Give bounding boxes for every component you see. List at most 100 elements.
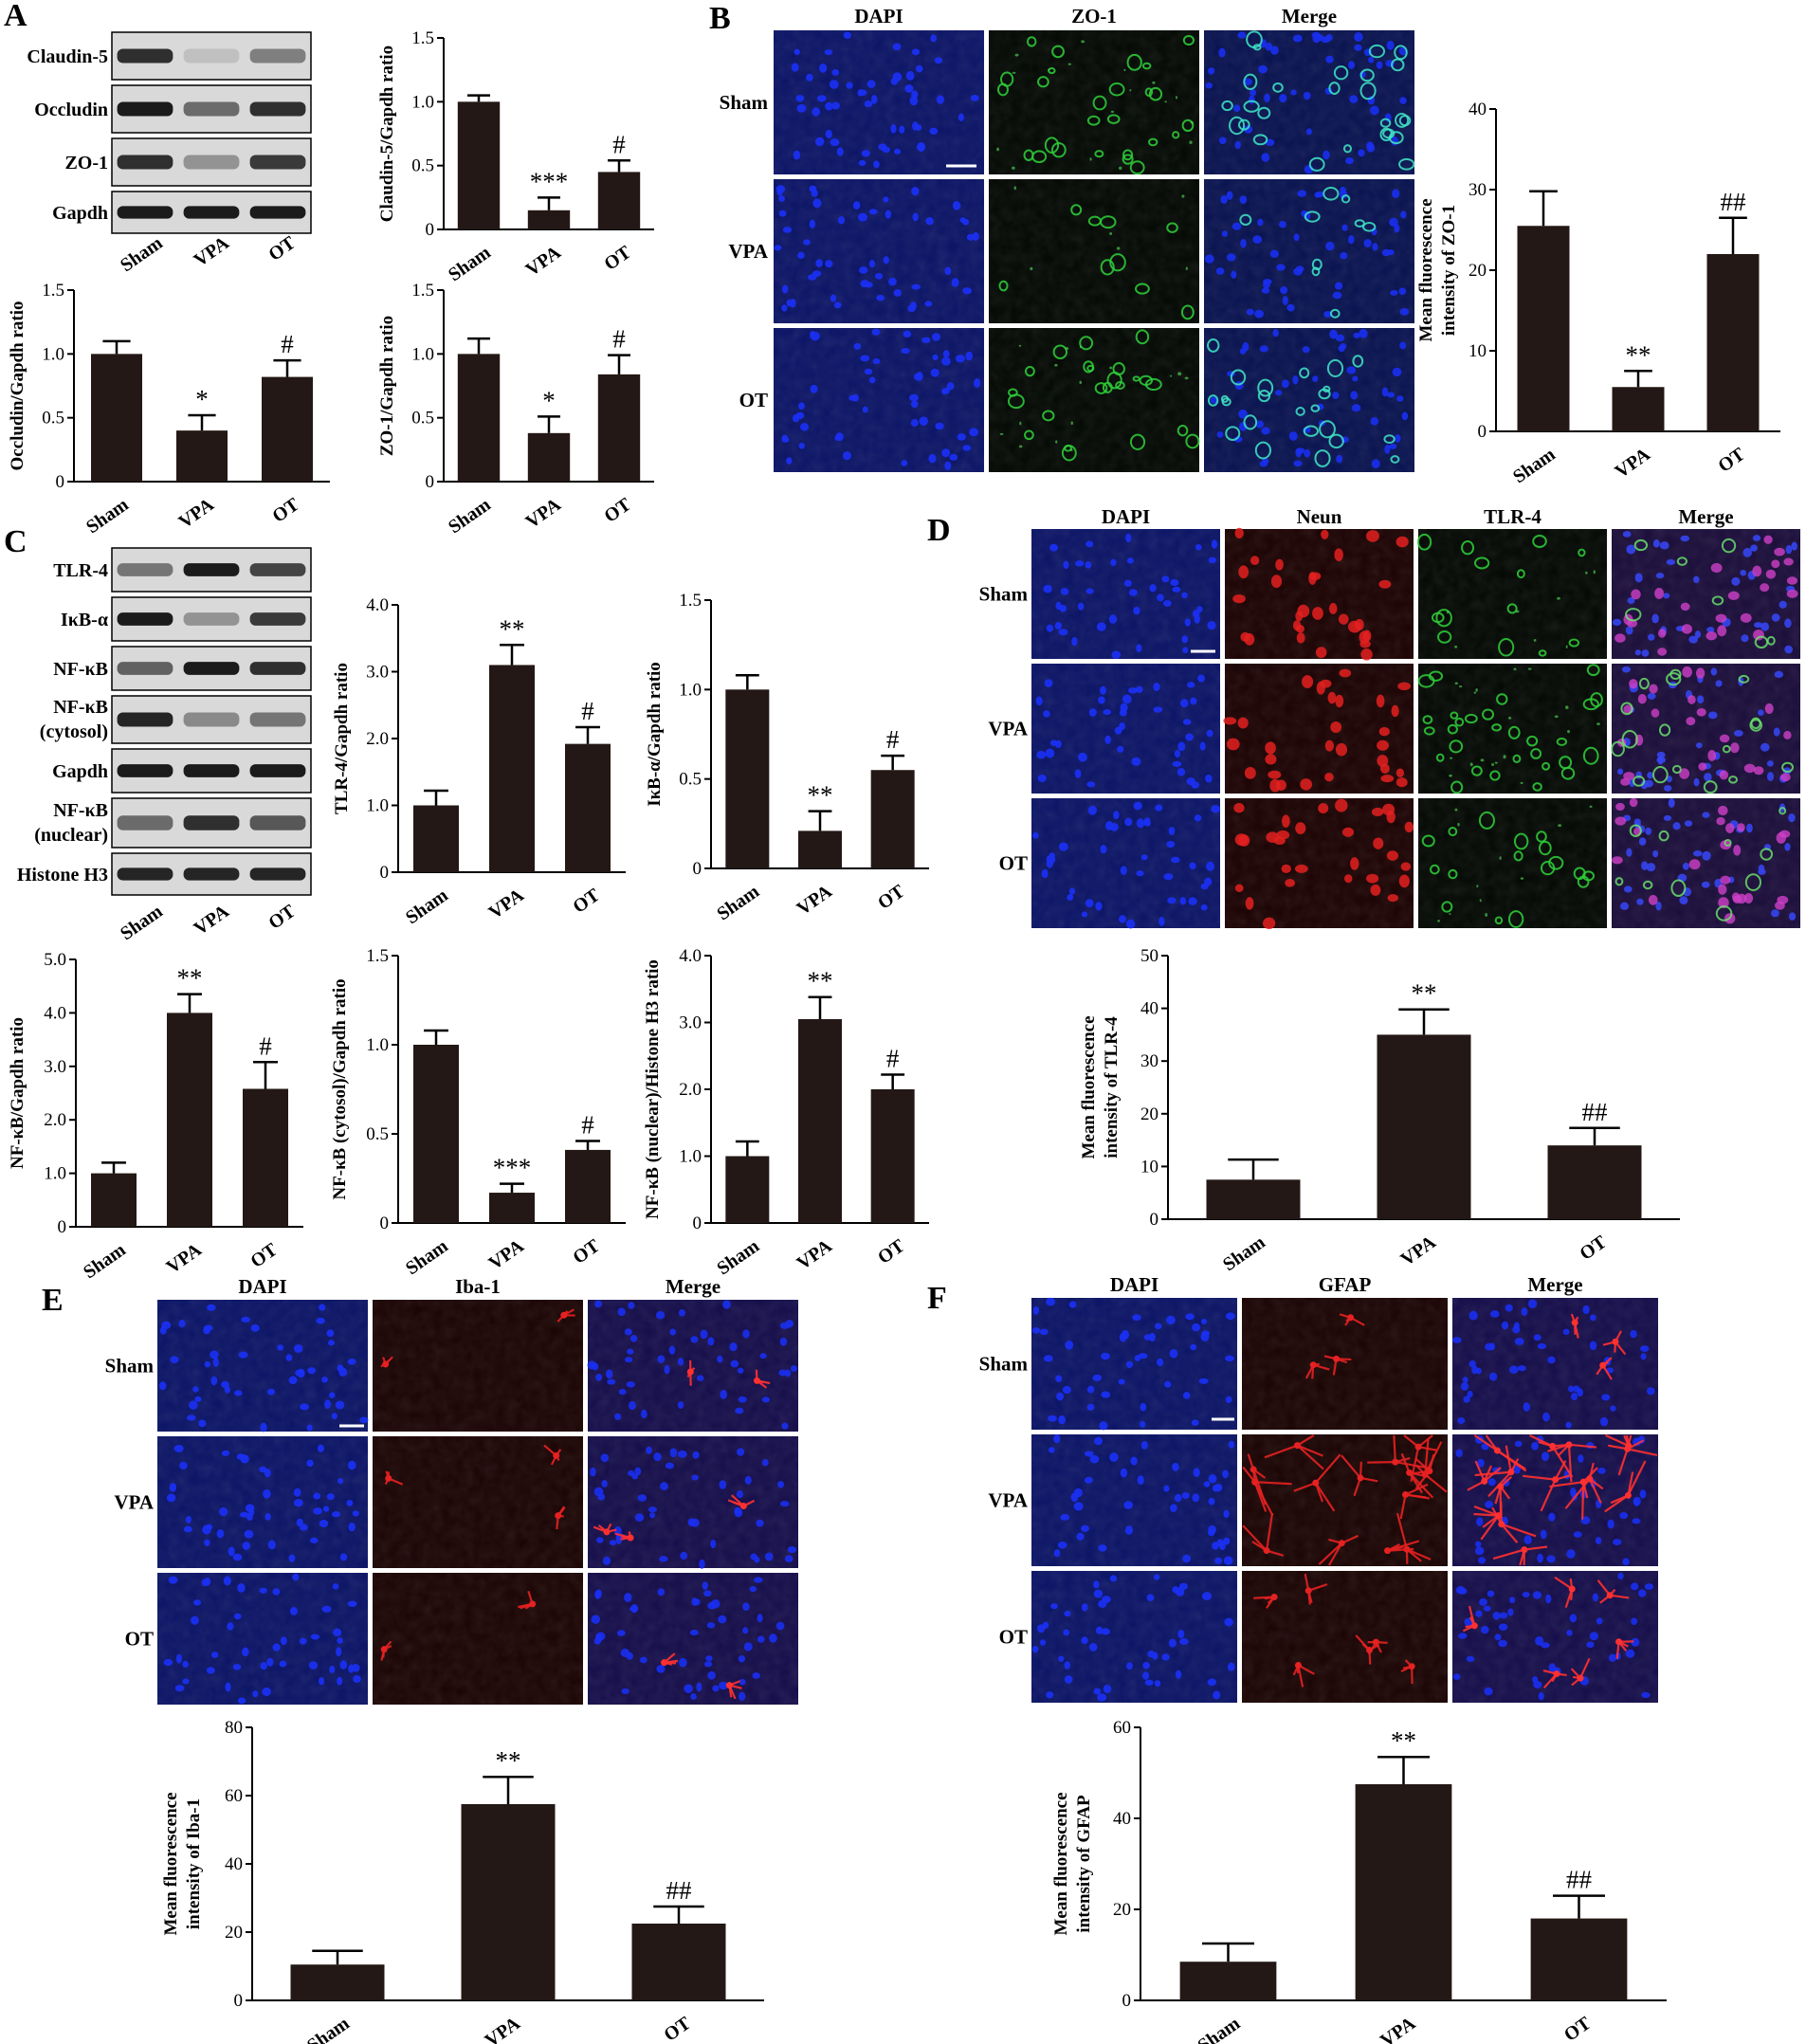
- bar: [413, 805, 459, 872]
- cell: [930, 368, 939, 377]
- cell: [924, 301, 933, 307]
- cell: [1255, 420, 1264, 429]
- astrocyte-process: [1568, 1443, 1597, 1449]
- cell: [1132, 1314, 1141, 1322]
- cell: [1396, 777, 1408, 788]
- cell: [697, 1375, 704, 1381]
- blot-band: [117, 712, 173, 727]
- cell: [1167, 897, 1177, 904]
- cell: [1087, 805, 1098, 815]
- significance-label: #: [612, 325, 626, 354]
- cell: [1177, 372, 1182, 376]
- cell: [868, 260, 876, 268]
- blot-label: Gapdh: [52, 761, 108, 782]
- cell: [609, 1540, 617, 1546]
- cell: [1166, 840, 1176, 849]
- astrocyte-process: [1355, 1634, 1371, 1652]
- cell: [1645, 827, 1652, 835]
- ring: [1703, 780, 1718, 794]
- cell: [1216, 430, 1224, 438]
- cell: [1378, 726, 1390, 737]
- bar: [527, 432, 571, 482]
- blot-label: IκB-α: [61, 610, 108, 630]
- cell: [1733, 730, 1743, 737]
- cell: [1264, 93, 1270, 103]
- cell: [308, 1661, 319, 1670]
- cell: [1086, 1403, 1095, 1411]
- cell: [1523, 1535, 1532, 1544]
- cell: [739, 1678, 746, 1686]
- cell: [1149, 584, 1157, 593]
- cell: [1084, 1476, 1093, 1484]
- astrocyte-soma: [1549, 1442, 1557, 1450]
- y-tick-label: 20: [1469, 261, 1487, 281]
- cell: [815, 259, 823, 267]
- cell: [796, 103, 807, 113]
- cell: [1621, 666, 1631, 673]
- cell: [1398, 874, 1410, 888]
- cell: [1464, 1617, 1473, 1627]
- cell: [1125, 919, 1136, 929]
- cell: [1136, 870, 1144, 877]
- cell: [1647, 772, 1653, 779]
- cell: [1399, 97, 1407, 104]
- astrocyte-soma: [560, 1311, 568, 1319]
- cell: [1736, 893, 1747, 904]
- cell: [1774, 670, 1784, 679]
- cell: [1321, 529, 1329, 539]
- cell: [707, 1337, 715, 1346]
- cell: [870, 95, 878, 104]
- tile-texture: [157, 1573, 368, 1705]
- astrocyte-soma: [739, 1503, 747, 1510]
- cell: [1475, 1367, 1482, 1375]
- micrograph-tile: [1031, 1571, 1237, 1703]
- cell: [1373, 837, 1384, 849]
- cell: [911, 90, 919, 100]
- astrocyte-process: [1578, 1657, 1591, 1679]
- cell: [1324, 739, 1334, 752]
- cell: [775, 1621, 785, 1631]
- cell: [1140, 1420, 1146, 1428]
- cell: [1031, 1645, 1039, 1653]
- cell: [1491, 762, 1495, 767]
- ring: [1031, 150, 1048, 164]
- cell: [1318, 803, 1329, 813]
- y-tick-label: 0: [234, 1991, 244, 2011]
- cell: [905, 70, 915, 81]
- cell: [1475, 1541, 1482, 1548]
- cell: [1457, 1416, 1466, 1424]
- cell: [1608, 1653, 1616, 1662]
- astrocyte-process: [1627, 1460, 1647, 1496]
- cell: [1013, 186, 1016, 191]
- astrocyte-soma: [1612, 1338, 1619, 1345]
- cell: [1619, 1512, 1629, 1520]
- cell: [1198, 1378, 1209, 1384]
- astrocyte-soma: [1408, 1663, 1415, 1670]
- cell: [317, 1444, 324, 1452]
- astrocyte-soma: [1338, 1540, 1345, 1547]
- cell: [1489, 1310, 1500, 1318]
- astrocyte-process: [1588, 1478, 1602, 1504]
- cell: [1475, 1610, 1483, 1617]
- cell: [946, 382, 955, 391]
- ring: [1512, 754, 1522, 763]
- blot-band: [183, 815, 240, 830]
- ring: [1135, 329, 1150, 345]
- cell: [1268, 770, 1282, 779]
- astrocyte-soma: [1263, 1547, 1270, 1555]
- astrocyte-process: [1617, 1445, 1630, 1476]
- y-tick-label: 5.0: [44, 950, 66, 970]
- cell: [1058, 629, 1068, 636]
- cell: [1014, 53, 1019, 57]
- cell: [1752, 535, 1761, 541]
- cell: [1341, 224, 1348, 231]
- cell: [1474, 1546, 1485, 1556]
- cell: [1760, 622, 1770, 631]
- cell: [1325, 55, 1334, 64]
- y-tick-label: 1.5: [366, 946, 389, 966]
- cell: [1585, 571, 1588, 575]
- cell: [1520, 877, 1524, 880]
- cell: [680, 1551, 688, 1560]
- cell: [1053, 1433, 1061, 1444]
